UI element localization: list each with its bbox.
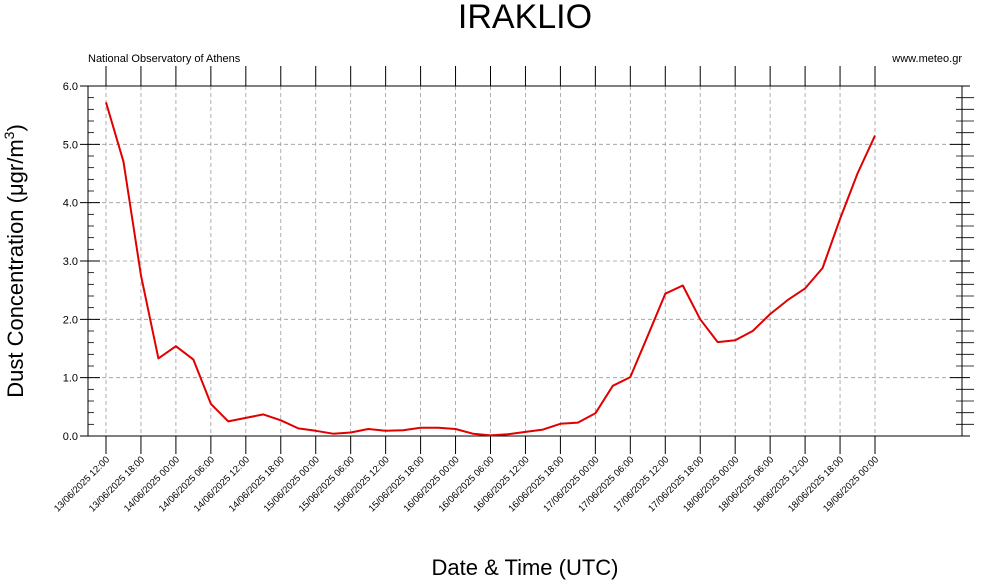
- data-point: [664, 293, 666, 295]
- data-point: [437, 427, 439, 429]
- data-point: [682, 285, 684, 287]
- data-point: [350, 432, 352, 434]
- data-point: [262, 413, 264, 415]
- data-point: [822, 267, 824, 269]
- data-point: [472, 433, 474, 435]
- y-axis-label-superscript: 3: [1, 131, 17, 139]
- data-point: [420, 427, 422, 429]
- y-tick-label: 1.0: [63, 373, 78, 385]
- data-point: [629, 376, 631, 378]
- data-point: [507, 433, 509, 435]
- data-point: [245, 417, 247, 419]
- data-point: [490, 434, 492, 436]
- data-point: [874, 135, 876, 137]
- data-point: [367, 428, 369, 430]
- data-point: [315, 430, 317, 432]
- data-point: [699, 318, 701, 320]
- data-point: [577, 422, 579, 424]
- chart-subtitle-left: National Observatory of Athens: [88, 53, 241, 65]
- x-axis-label: Date & Time (UTC): [431, 555, 618, 580]
- grid-lines: [88, 86, 962, 436]
- data-point: [857, 173, 859, 175]
- data-point: [594, 412, 596, 414]
- data-point: [122, 161, 124, 163]
- data-point: [297, 427, 299, 429]
- data-point: [769, 313, 771, 315]
- data-point: [192, 359, 194, 361]
- y-tick-label: 6.0: [63, 81, 78, 93]
- axis-ticks: [80, 66, 974, 454]
- data-point: [839, 218, 841, 220]
- y-tick-label: 0.0: [63, 431, 78, 443]
- data-point: [140, 275, 142, 277]
- data-point: [385, 430, 387, 432]
- dust-series-line: [105, 102, 876, 437]
- y-tick-labels: 0.0 1.0 2.0 3.0 4.0 5.0 6.0: [63, 81, 78, 443]
- y-axis-label-close: ): [3, 124, 28, 131]
- data-point: [524, 431, 526, 433]
- data-point: [717, 341, 719, 343]
- data-point: [157, 357, 159, 359]
- data-point: [559, 423, 561, 425]
- data-point: [542, 429, 544, 431]
- y-tick-label: 3.0: [63, 256, 78, 268]
- data-point: [612, 385, 614, 387]
- y-axis-label: Dust Concentration (μgr/m3): [1, 124, 28, 398]
- data-point: [332, 433, 334, 435]
- data-point: [804, 287, 806, 289]
- data-point: [787, 299, 789, 301]
- data-point: [752, 330, 754, 332]
- data-point: [105, 101, 107, 103]
- y-tick-label: 2.0: [63, 314, 78, 326]
- y-axis-label-main: Dust Concentration (μgr/m: [3, 139, 28, 397]
- chart-subtitle-right: www.meteo.gr: [891, 53, 962, 65]
- data-point: [734, 339, 736, 341]
- y-tick-label: 5.0: [63, 139, 78, 151]
- y-tick-label: 4.0: [63, 198, 78, 210]
- data-point: [402, 429, 404, 431]
- data-point: [227, 420, 229, 422]
- data-point: [647, 335, 649, 337]
- data-point: [175, 345, 177, 347]
- data-point: [210, 403, 212, 405]
- data-point: [280, 419, 282, 421]
- chart-title: IRAKLIO: [458, 0, 592, 36]
- data-point: [455, 428, 457, 430]
